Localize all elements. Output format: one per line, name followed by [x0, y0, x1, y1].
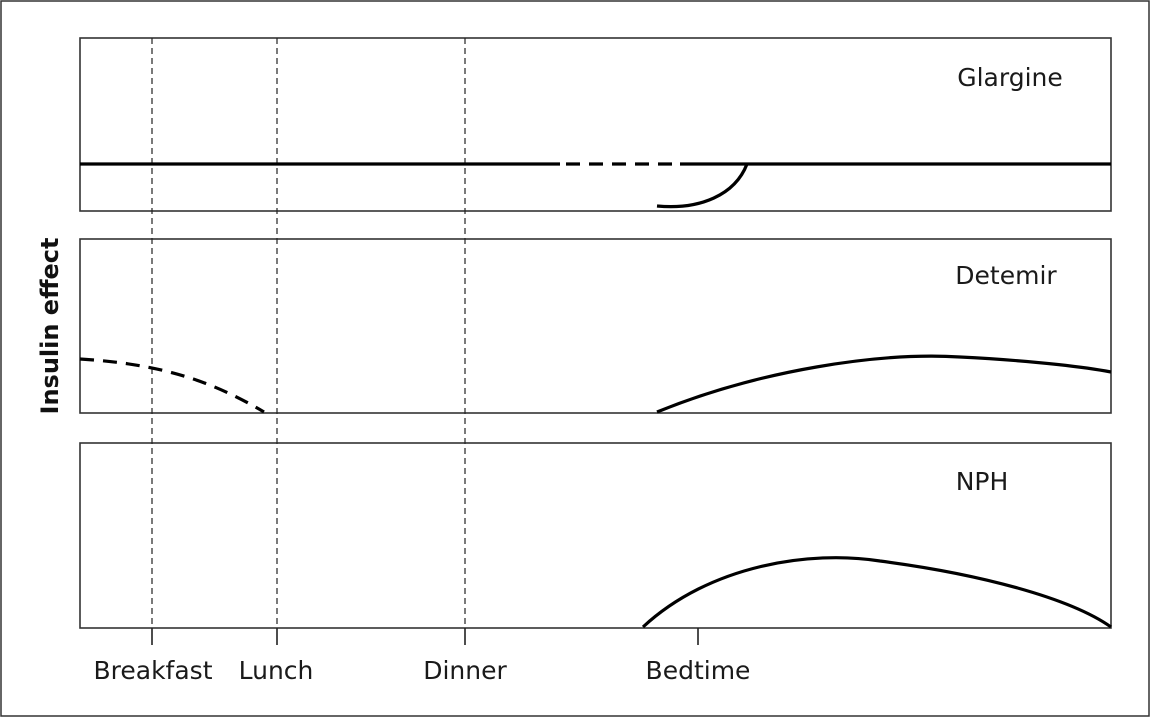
panel-detemir: [79, 238, 1112, 414]
timepoint-label-breakfast: Breakfast: [93, 656, 212, 685]
panel-label-glargine: Glargine: [957, 63, 1063, 92]
glargine-onset-curve: [656, 163, 749, 209]
nph-peak-curve: [641, 556, 1112, 629]
panel-glargine: [79, 37, 1112, 212]
y-axis-label: Insulin effect: [36, 238, 64, 415]
detemir-waning-dashed-curve: [79, 357, 265, 414]
glargine-curves: [80, 162, 1111, 209]
panel-nph: [79, 442, 1112, 629]
detemir-rise-curve: [656, 354, 1112, 414]
timepoint-label-bedtime: Bedtime: [646, 656, 751, 685]
panel-label-detemir: Detemir: [955, 261, 1057, 290]
timepoint-label-dinner: Dinner: [423, 656, 507, 685]
detemir-curves: [79, 354, 1112, 414]
timepoint-label-lunch: Lunch: [239, 656, 314, 685]
panel-label-nph: NPH: [956, 467, 1009, 496]
